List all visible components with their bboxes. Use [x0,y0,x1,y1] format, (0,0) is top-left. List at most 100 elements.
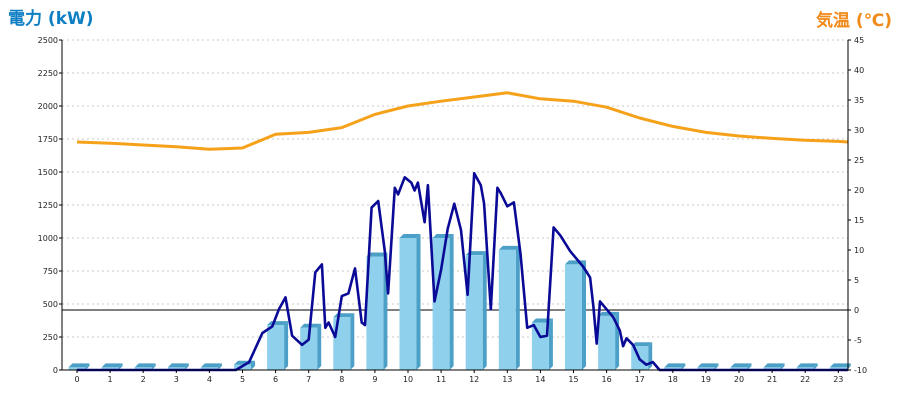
right-axis-title: 気温 (℃) [815,11,892,31]
x-tick-label: 0 [74,375,79,384]
power-bar-side [780,363,785,370]
right-tick-label: 45 [854,36,864,45]
left-axis-ticks: 0 250 500 750 1000 1250 1500 1750 2000 2250 2500 [38,36,58,375]
x-tick-label: 19 [701,375,711,384]
x-tick-label: 9 [372,375,377,384]
power-bar-face [763,367,781,370]
power-bar [763,363,785,370]
power-bar-side [449,234,454,370]
power-bar-side [251,360,255,370]
power-bar-face [399,238,417,370]
power-bar-top [68,363,90,368]
x-tick-label: 18 [668,375,678,384]
right-tick-label: 40 [854,66,864,75]
power-bar [167,363,189,370]
power-bar [200,363,222,370]
x-tick-label: 20 [734,375,744,384]
left-tick-label: 0 [53,366,58,375]
left-tick-label: 1000 [38,234,58,243]
right-axis-ticks: -10 -5 0 5 10 15 20 25 30 35 40 45 [854,36,867,375]
power-bar-top [366,252,388,257]
right-tick-label: -5 [854,336,862,345]
power-bar-face [300,327,318,370]
left-tick-label: 500 [43,300,58,309]
x-tick-label: 12 [469,375,479,384]
power-bar-face [68,367,86,370]
x-tick-label: 10 [403,375,413,384]
left-axis-title: 電力 (kW) [8,9,94,29]
x-tick-label: 15 [568,375,578,384]
left-tick-label: 2000 [38,102,58,111]
power-bar-face [465,255,483,370]
left-tick-label: 2250 [38,69,58,78]
temperature-series [76,91,849,151]
left-tick-label: 1500 [38,168,58,177]
power-bar-side [118,363,123,370]
power-bar [399,234,421,370]
left-tick-label: 2500 [38,36,58,45]
left-tick-label: 1750 [38,135,58,144]
x-tick-label: 8 [339,375,344,384]
power-bar-top [134,363,156,368]
x-tick-label: 6 [273,375,278,384]
power-bar-top [796,363,818,368]
power-line [77,172,849,372]
x-tick-label: 14 [535,375,545,384]
right-tick-label: 0 [854,306,859,315]
power-bars [68,234,851,370]
power-bar-side [184,363,189,370]
power-bar-face [134,367,152,370]
x-tick-label: 11 [436,375,446,384]
power-bar [465,251,487,370]
right-tick-label: -10 [854,366,867,375]
power-bar [267,321,289,370]
power-bar [796,363,818,370]
right-tick-label: 15 [854,216,864,225]
power-bar-top [763,363,785,368]
power-bar-face [796,367,814,370]
power-bar-face [664,367,682,370]
power-bar-side [813,363,818,370]
power-bar-face [167,367,185,370]
axes [59,39,851,373]
power-bar-face [565,264,582,370]
power-bar-side [317,323,322,370]
power-bar-face [498,249,516,370]
x-tick-label: 23 [833,375,843,384]
power-bar-face [697,367,715,370]
power-bar-face [432,238,450,370]
power-bar [101,363,123,370]
power-bar-top [432,234,454,238]
left-tick-label: 750 [43,267,58,276]
right-tick-label: 10 [854,246,864,255]
power-bar-side [515,245,520,370]
power-bar-face [598,315,616,370]
power-bar-top [200,363,222,368]
power-series [77,172,849,372]
power-bar [498,245,520,370]
x-tick-label: 21 [767,375,777,384]
power-bar [664,363,686,370]
left-tick-label: 1250 [38,201,58,210]
power-bar [134,363,156,370]
right-tick-label: 20 [854,186,864,195]
power-bar-top [730,363,752,368]
power-bar-top [598,311,620,316]
power-bar-side [151,363,156,370]
x-tick-label: 2 [141,375,146,384]
power-bar-face [267,325,285,370]
right-tick-label: 5 [854,276,859,285]
grid-layer [62,39,848,338]
power-bar-side [548,318,553,370]
power-bar-top [399,234,421,238]
power-bar-side [681,363,686,370]
power-bar-side [350,313,355,370]
x-tick-label: 16 [602,375,612,384]
x-tick-label: 3 [174,375,179,384]
x-tick-label: 13 [502,375,512,384]
power-bar-face [829,367,847,370]
left-tick-label: 250 [43,333,58,342]
power-bar [432,234,454,370]
power-bar-side [482,251,487,370]
